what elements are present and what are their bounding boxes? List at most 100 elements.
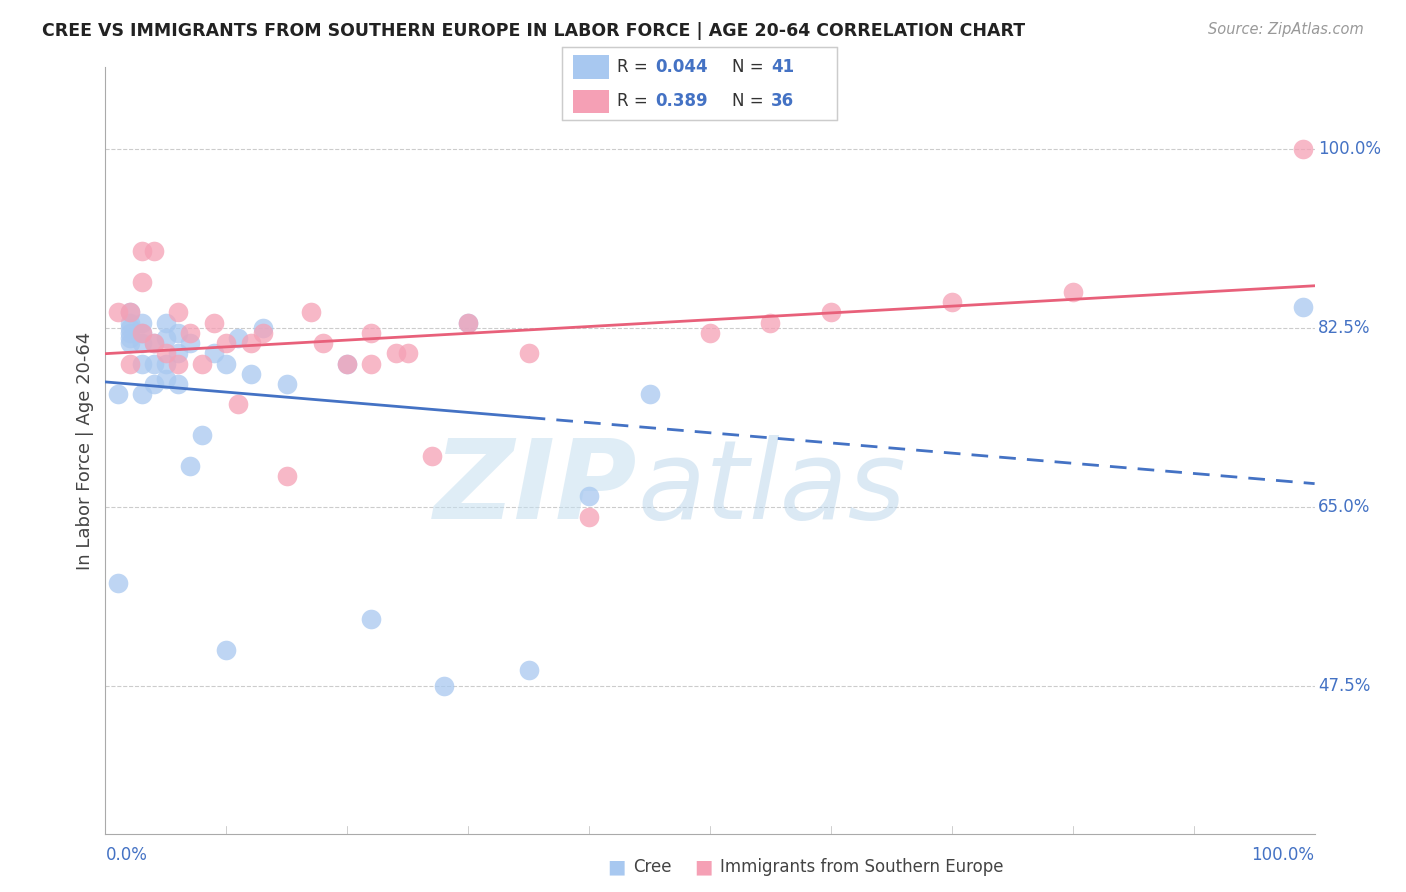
Point	[131, 336, 153, 351]
Text: atlas: atlas	[637, 435, 905, 542]
Text: 65.0%: 65.0%	[1319, 498, 1371, 516]
Text: 82.5%: 82.5%	[1319, 318, 1371, 336]
Point	[252, 326, 274, 340]
Point	[202, 346, 225, 360]
Point	[336, 357, 359, 371]
Text: 0.389: 0.389	[655, 92, 709, 110]
Point	[142, 336, 165, 351]
Point	[1062, 285, 1084, 299]
Point	[118, 357, 141, 371]
Text: ■: ■	[607, 857, 626, 877]
Point	[820, 305, 842, 319]
Text: Source: ZipAtlas.com: Source: ZipAtlas.com	[1208, 22, 1364, 37]
Text: Cree: Cree	[633, 858, 671, 876]
Point	[179, 336, 201, 351]
Text: 41: 41	[770, 58, 794, 76]
Point	[107, 305, 129, 319]
Point	[131, 326, 153, 340]
Point	[215, 357, 238, 371]
Point	[276, 469, 298, 483]
Text: R =: R =	[617, 58, 654, 76]
Point	[155, 372, 177, 386]
Point	[202, 316, 225, 330]
Point	[179, 458, 201, 473]
Point	[239, 367, 262, 381]
Point	[228, 397, 250, 411]
Point	[578, 510, 600, 524]
Point	[118, 305, 141, 319]
Point	[215, 643, 238, 657]
Point	[131, 357, 153, 371]
Point	[155, 346, 177, 360]
Text: 100.0%: 100.0%	[1319, 140, 1381, 158]
Text: R =: R =	[617, 92, 654, 110]
Text: 0.0%: 0.0%	[105, 847, 148, 864]
Text: CREE VS IMMIGRANTS FROM SOUTHERN EUROPE IN LABOR FORCE | AGE 20-64 CORRELATION C: CREE VS IMMIGRANTS FROM SOUTHERN EUROPE …	[42, 22, 1025, 40]
Point	[131, 326, 153, 340]
Point	[118, 336, 141, 351]
Text: N =: N =	[733, 92, 769, 110]
Point	[191, 428, 214, 442]
Text: N =: N =	[733, 58, 769, 76]
Point	[142, 376, 165, 391]
Point	[699, 326, 721, 340]
Point	[360, 357, 382, 371]
Point	[638, 387, 661, 401]
Point	[131, 316, 153, 330]
Point	[759, 316, 782, 330]
Point	[312, 336, 335, 351]
Point	[167, 357, 190, 371]
Point	[118, 320, 141, 334]
Point	[239, 336, 262, 351]
Point	[228, 331, 250, 345]
Point	[457, 316, 479, 330]
Text: 36: 36	[770, 92, 794, 110]
Point	[107, 576, 129, 591]
Bar	[574, 55, 609, 78]
Point	[142, 336, 165, 351]
Point	[107, 387, 129, 401]
Point	[360, 612, 382, 626]
Point	[433, 679, 456, 693]
Point	[131, 275, 153, 289]
Bar	[574, 90, 609, 113]
Point	[360, 326, 382, 340]
Point	[155, 357, 177, 371]
Text: 47.5%: 47.5%	[1319, 677, 1371, 695]
Point	[191, 357, 214, 371]
Point	[118, 316, 141, 330]
Point	[167, 326, 190, 340]
Point	[457, 316, 479, 330]
Text: 100.0%: 100.0%	[1251, 847, 1315, 864]
Point	[276, 376, 298, 391]
Point	[517, 346, 540, 360]
Point	[1291, 142, 1313, 156]
Point	[396, 346, 419, 360]
Point	[167, 376, 190, 391]
Point	[384, 346, 406, 360]
Point	[179, 326, 201, 340]
Point	[517, 664, 540, 678]
Point	[155, 331, 177, 345]
Point	[941, 295, 963, 310]
Point	[142, 244, 165, 258]
Text: ZIP: ZIP	[434, 435, 637, 542]
Point	[299, 305, 322, 319]
Point	[118, 305, 141, 319]
Text: ■: ■	[695, 857, 713, 877]
Text: Immigrants from Southern Europe: Immigrants from Southern Europe	[720, 858, 1004, 876]
Point	[252, 320, 274, 334]
Point	[578, 490, 600, 504]
Point	[118, 326, 141, 340]
Point	[420, 449, 443, 463]
Point	[118, 331, 141, 345]
Text: 0.044: 0.044	[655, 58, 709, 76]
Point	[131, 387, 153, 401]
Point	[142, 357, 165, 371]
Point	[131, 244, 153, 258]
Point	[167, 346, 190, 360]
Y-axis label: In Labor Force | Age 20-64: In Labor Force | Age 20-64	[76, 331, 94, 570]
Point	[336, 357, 359, 371]
Point	[215, 336, 238, 351]
Point	[1291, 300, 1313, 314]
